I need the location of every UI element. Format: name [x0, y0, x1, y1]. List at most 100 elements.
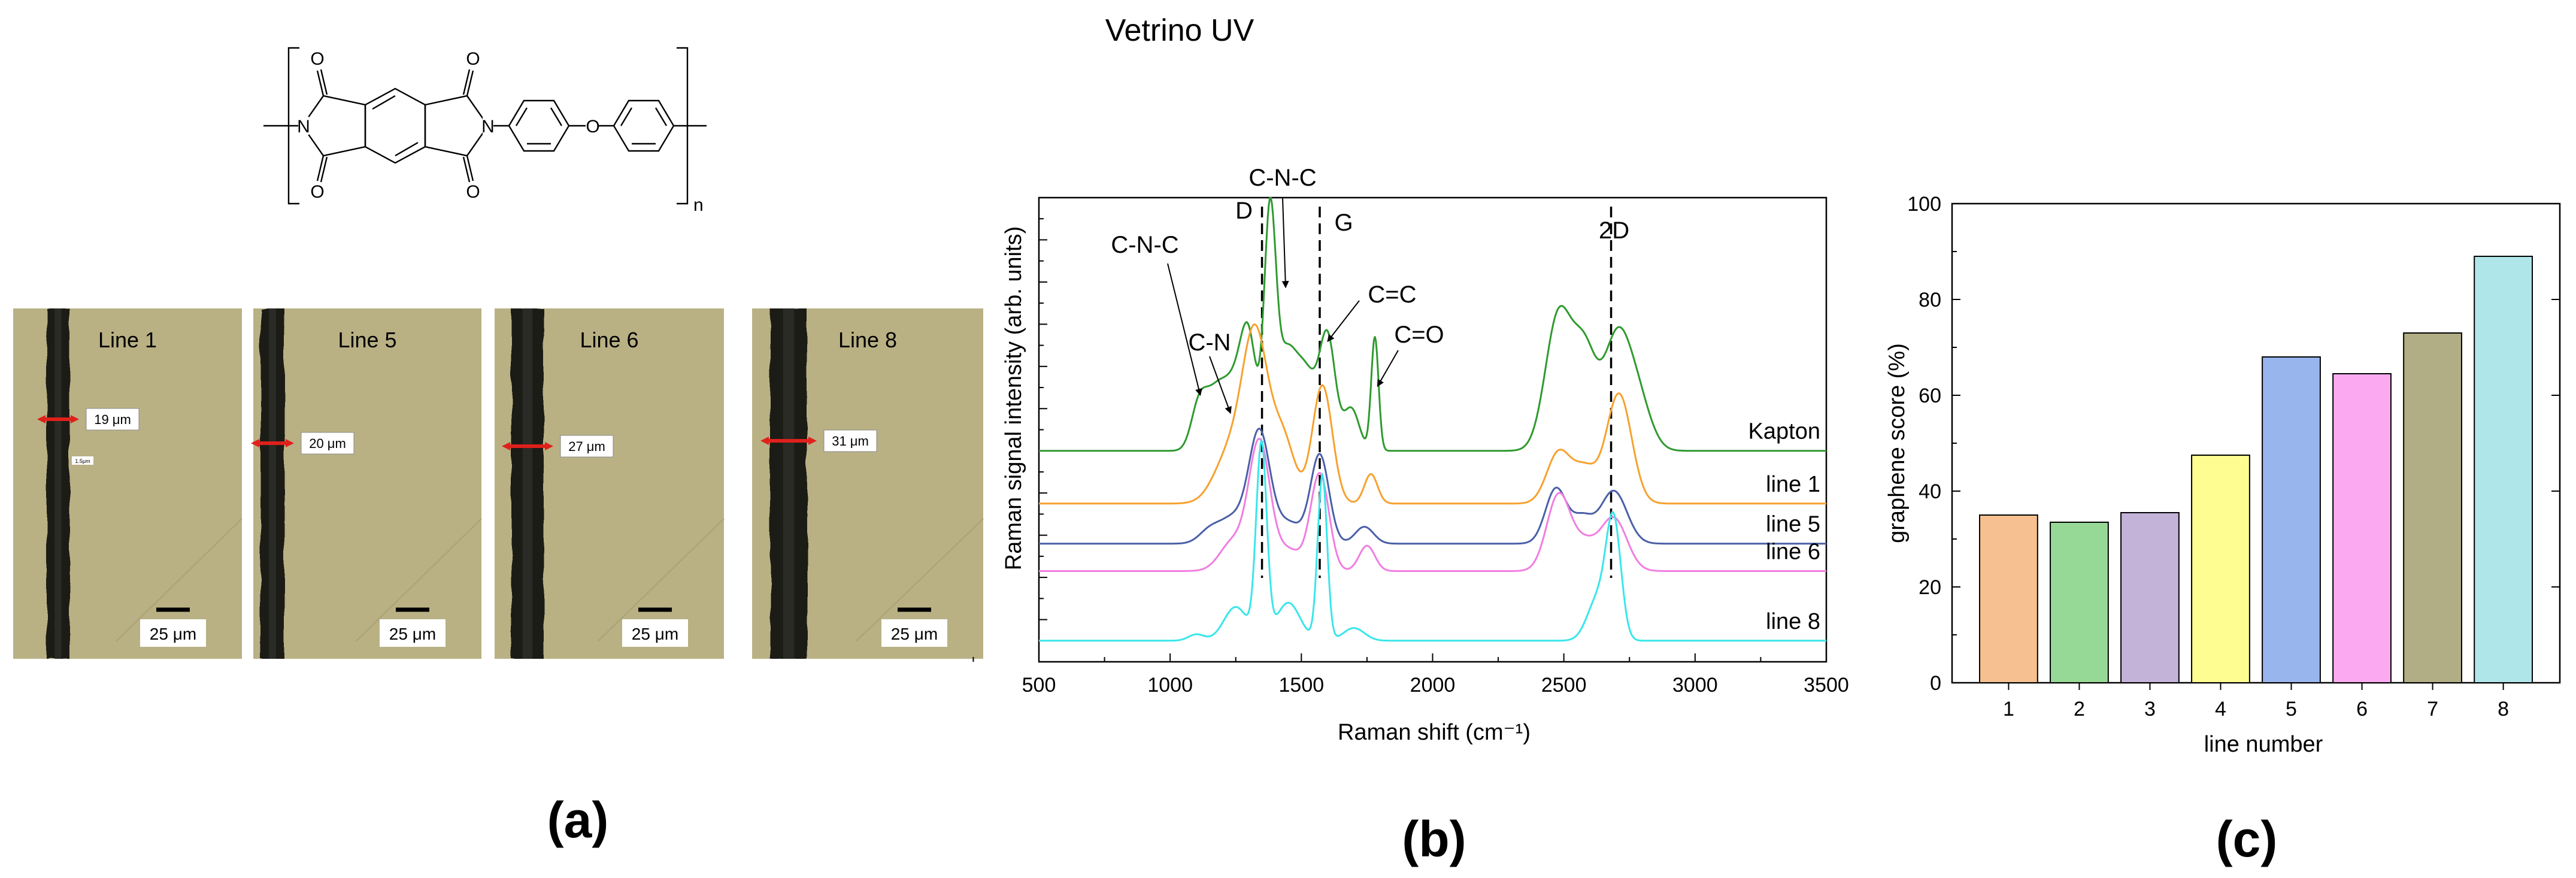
y-tick-label: 60 — [1919, 384, 1941, 407]
width-arrow-head-right — [71, 415, 79, 423]
band-label-D: D — [1235, 198, 1253, 224]
annotation-label: C-N-C — [1248, 165, 1316, 191]
annotation-label: C-N — [1188, 329, 1231, 356]
x-tick-label: 3000 — [1672, 674, 1718, 697]
annotation-arrow — [1281, 197, 1289, 289]
series-label-line1: line 1 — [1766, 472, 1820, 497]
micrograph-label: Line 1 — [98, 328, 157, 352]
series-label-line6: line 6 — [1766, 540, 1820, 565]
chart-c-ticks: 0 20 40 60 80 100 1 2 3 4 5 6 7 8 — [1907, 193, 2560, 720]
scale-box — [622, 619, 688, 647]
chart-b-ylabel: Raman signal intensity (arb. units) — [1001, 226, 1026, 570]
x-tick-label: 3500 — [1804, 674, 1849, 697]
width-arrow-head-left — [502, 442, 510, 450]
annotation-arrow — [1377, 350, 1399, 387]
bar-line-2 — [2050, 522, 2109, 683]
width-tag-text: 19 μm — [94, 412, 131, 427]
chart-b-annotations: C-N-C C-N-C C-N C=C C=O — [1111, 165, 1444, 414]
laser-groove-core — [783, 308, 795, 659]
x-tick-label: 8 — [2498, 698, 2509, 720]
x-tick-label: 5 — [2286, 698, 2297, 720]
micrograph-label: Line 5 — [338, 328, 396, 352]
scale-text: 25 μm — [891, 625, 938, 643]
spectrum-line6 — [1039, 437, 1826, 572]
chart-b-ticks: 500 1000 1500 2000 2500 3000 3500 — [972, 218, 1849, 697]
x-tick-label: 4 — [2215, 698, 2226, 720]
micrograph-scratch — [116, 518, 243, 642]
bar-line-3 — [2120, 512, 2180, 683]
chem-subscript: n — [693, 195, 704, 215]
x-tick-label: 6 — [2356, 698, 2368, 720]
panel-c-label: (c) — [2216, 811, 2278, 867]
chart-b-title: Vetrino UV — [1105, 13, 1254, 48]
band-label-G: G — [1334, 210, 1353, 236]
series-label-line5: line 5 — [1766, 512, 1820, 537]
polyimide-structure — [263, 47, 707, 205]
y-tick-label: 40 — [1919, 480, 1941, 503]
width-tag-box — [86, 408, 140, 431]
y-tick-label: 100 — [1907, 193, 1941, 216]
micrograph-label: Line 8 — [838, 328, 897, 352]
micrograph-4: Line 8 31 μm 25 μm — [752, 308, 984, 659]
micrograph-2: Line 5 20 μm 25 μm — [251, 308, 482, 659]
chem-atoms: O O O O O N N n — [297, 49, 704, 215]
width-tag-text: 20 μm — [309, 436, 346, 451]
laser-groove-core — [522, 308, 533, 659]
annotation-arrow — [1327, 300, 1360, 342]
small-tag-text: 1.5μm — [75, 458, 90, 464]
y-tick-label: 0 — [1930, 672, 1941, 695]
bar-line-5 — [2262, 356, 2321, 683]
micrograph-scratch — [355, 518, 482, 642]
bar-line-4 — [2191, 455, 2250, 683]
panel-a-label: (a) — [547, 792, 609, 848]
y-tick-label: 20 — [1919, 576, 1941, 599]
width-tag-text: 27 μm — [568, 439, 605, 454]
annotation-label: C-N-C — [1111, 232, 1178, 258]
spectrum-line1 — [1039, 323, 1826, 505]
chart-b-band-lines: D G 2D — [1235, 198, 1629, 578]
x-tick-label: 1500 — [1279, 674, 1325, 697]
panel-c-bar-chart: 0 20 40 60 80 100 1 2 3 4 5 6 7 8 line number graphen… — [1884, 193, 2561, 867]
chart-b-xlabel: Raman shift (cm⁻¹) — [1338, 720, 1531, 745]
annotation-label: C=C — [1368, 281, 1416, 308]
atom-o-bottom-left: O — [310, 182, 324, 202]
atom-o-ether: O — [586, 117, 599, 137]
x-tick-label: 3 — [2144, 698, 2156, 720]
x-tick-label: 1 — [2003, 698, 2014, 720]
chart-b-series — [1039, 196, 1826, 642]
small-tag-box — [72, 456, 93, 465]
x-tick-label: 1000 — [1147, 674, 1193, 697]
y-tick-label: 80 — [1919, 289, 1941, 311]
scale-text: 25 μm — [632, 625, 678, 643]
x-tick-label: 500 — [1022, 674, 1056, 697]
scale-box — [140, 619, 206, 647]
micrograph-1: Line 1 19 μm 1.5μm 25 μm — [13, 308, 243, 659]
laser-groove-core — [54, 308, 62, 659]
width-tag-box — [301, 432, 354, 455]
chart-c-xlabel: line number — [2204, 732, 2323, 757]
scale-text: 25 μm — [389, 625, 436, 643]
micrograph-background — [253, 308, 481, 659]
width-tag-text: 31 μm — [832, 434, 869, 449]
micrograph-3: Line 6 27 μm 25 μm — [495, 308, 725, 659]
bar-line-6 — [2332, 373, 2392, 683]
scale-box — [380, 619, 446, 647]
series-label-line8: line 8 — [1766, 609, 1820, 634]
atom-n-left: N — [297, 117, 310, 137]
width-arrow-head-left — [37, 415, 46, 423]
micrograph-scratch — [597, 518, 725, 642]
width-arrow-head-right — [286, 439, 294, 447]
panel-b-raman-chart: Vetrino UV 500 1000 1500 2000 2500 3000 3500 D… — [972, 13, 1849, 867]
width-tag-box — [823, 429, 877, 452]
width-arrow-head-right — [808, 437, 817, 445]
spectrum-line8 — [1039, 437, 1826, 642]
annotation-label: C=O — [1394, 322, 1444, 348]
chart-b-series-labels: Kapton line 1 line 5 line 6 line 8 — [1748, 419, 1820, 634]
chart-c-ylabel: graphene score (%) — [1884, 343, 1910, 543]
series-label-kapton: Kapton — [1748, 419, 1820, 444]
chart-b-plot-frame — [1038, 196, 1828, 663]
annotation-arrow — [1209, 356, 1232, 414]
